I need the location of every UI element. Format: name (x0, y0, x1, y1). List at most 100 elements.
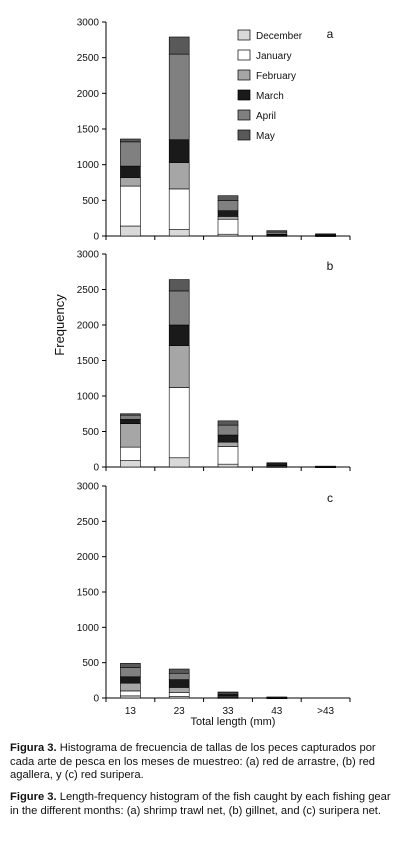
y-tick-label: 1500 (77, 125, 100, 136)
y-tick-label: 0 (93, 463, 99, 474)
legend-swatch-march (237, 89, 251, 101)
bar-segment-april-23 (168, 672, 190, 680)
y-tick-label: 500 (82, 196, 99, 207)
caption-es-label: Figura 3. (10, 742, 57, 754)
legend-label-march: March (256, 91, 284, 102)
bar-segment-january-23 (168, 692, 190, 697)
bar-segment-april-33 (217, 424, 239, 436)
bar-segment-february-23 (168, 345, 190, 388)
chart-panels: 0 500 1000 1500 2000 2500 3000 a 0 500 1000 1500 200… (77, 18, 351, 717)
panel-label: b (327, 259, 334, 273)
x-tick-label: >43 (317, 706, 334, 717)
figure-caption-english: Figure 3. Length-frequency histogram of … (10, 791, 394, 818)
y-tick-label: 1000 (77, 623, 100, 634)
bar-segment-april-13 (120, 141, 141, 167)
panel-label: a (327, 27, 334, 41)
y-tick-label: 2500 (77, 517, 100, 528)
y-tick-label: 2500 (77, 53, 100, 64)
chart-panel-c: 0 500 1000 1500 2000 2500 3000 c 13 23 33 43 >43 (77, 482, 351, 717)
bar-segment-march-13 (120, 419, 141, 424)
bar-segment-january-13 (120, 446, 141, 461)
y-tick-label: 3000 (77, 250, 100, 261)
x-tick-label: 33 (222, 706, 234, 717)
bar-segment-march-13 (120, 165, 141, 178)
bar-segment-december-13 (120, 225, 141, 237)
y-tick-label: 500 (82, 427, 99, 438)
bar-segment-february-23 (168, 162, 190, 190)
bar-segment-december-33 (217, 463, 239, 468)
bar-segment-february-33 (217, 216, 239, 220)
legend-swatch-december (237, 29, 251, 41)
bar-segment-april-23 (168, 53, 190, 140)
chart-panel-a: 0 500 1000 1500 2000 2500 3000 a (77, 18, 351, 243)
stacked-histogram-figure: 0 500 1000 1500 2000 2500 3000 a 0 500 1000 1500 200… (52, 18, 351, 728)
bar-segment-may-gt43 (315, 465, 336, 468)
bar-segment-may-gt43 (315, 233, 336, 235)
bar-segment-april-13 (120, 667, 141, 678)
bar-segment-april-23 (168, 290, 190, 326)
bar-segment-may-23 (168, 36, 190, 55)
bar-segment-april-33 (217, 200, 239, 211)
y-tick-label: 2000 (77, 552, 100, 563)
caption-en-label: Figure 3. (10, 791, 57, 803)
bar-segment-may-43 (266, 696, 288, 699)
x-axis-label: Total length (mm) (191, 716, 276, 728)
bar-segment-february-13 (120, 423, 141, 448)
y-tick-label: 500 (82, 658, 99, 669)
y-tick-label: 2000 (77, 321, 100, 332)
legend-label-april: April (256, 111, 276, 122)
y-tick-label: 1000 (77, 392, 100, 403)
legend-label-december: December (256, 31, 303, 42)
bar-segment-may-33 (217, 195, 239, 201)
y-tick-label: 1500 (77, 588, 100, 599)
bar-segment-january-13 (120, 185, 141, 227)
bar-segment-march-23 (168, 679, 190, 688)
y-axis-label: Frequency (52, 294, 67, 356)
legend-swatch-april (237, 109, 251, 121)
caption-es-text: Histograma de frecuencia de tallas de lo… (10, 742, 376, 782)
bar-segment-may-33 (217, 420, 239, 426)
bar-segment-february-33 (217, 441, 239, 447)
bar-segment-december-23 (168, 457, 190, 468)
y-tick-label: 0 (93, 694, 99, 705)
bar-segment-january-33 (217, 218, 239, 235)
bar-segment-january-33 (217, 446, 239, 465)
bar-segment-march-23 (168, 139, 190, 163)
figure-caption-spanish: Figura 3. Histograma de frecuencia de ta… (10, 742, 394, 783)
legend-label-january: January (256, 51, 292, 62)
legend-swatch-may (237, 129, 251, 141)
bar-segment-january-23 (168, 188, 190, 230)
x-tick-label: 43 (271, 706, 283, 717)
y-tick-label: 1000 (77, 160, 100, 171)
bar-segment-may-13 (120, 413, 141, 416)
legend-swatch-january (237, 49, 251, 61)
x-tick-label: 23 (174, 706, 186, 717)
bar-segment-february-23 (168, 687, 190, 693)
bar-segment-december-13 (120, 460, 141, 468)
bar-segment-may-43 (266, 230, 288, 233)
y-tick-label: 3000 (77, 18, 100, 29)
legend-swatch-february (237, 69, 251, 81)
bar-segment-february-13 (120, 177, 141, 187)
bar-segment-february-13 (120, 682, 141, 692)
legend-label-february: February (256, 71, 296, 82)
bar-segment-may-13 (120, 663, 141, 668)
bar-segment-january-23 (168, 387, 190, 459)
bar-segment-april-43 (266, 231, 288, 235)
panel-label: c (327, 491, 333, 505)
legend-label-may: May (256, 131, 275, 142)
bar-segment-march-33 (217, 210, 239, 217)
bar-segment-january-13 (120, 690, 141, 697)
caption-en-text: Length-frequency histogram of the fish c… (10, 791, 391, 817)
bar-segment-march-13 (120, 676, 141, 684)
y-tick-label: 0 (93, 232, 99, 243)
y-tick-label: 2500 (77, 285, 100, 296)
bar-segment-may-23 (168, 279, 190, 292)
legend: December January February March April May (237, 29, 303, 142)
bar-segment-may-43 (266, 462, 288, 464)
bar-segment-december-13 (120, 695, 141, 699)
bar-segment-may-13 (120, 138, 141, 143)
y-tick-label: 3000 (77, 482, 100, 493)
bar-segment-may-23 (168, 668, 190, 674)
y-tick-label: 2000 (77, 89, 100, 100)
